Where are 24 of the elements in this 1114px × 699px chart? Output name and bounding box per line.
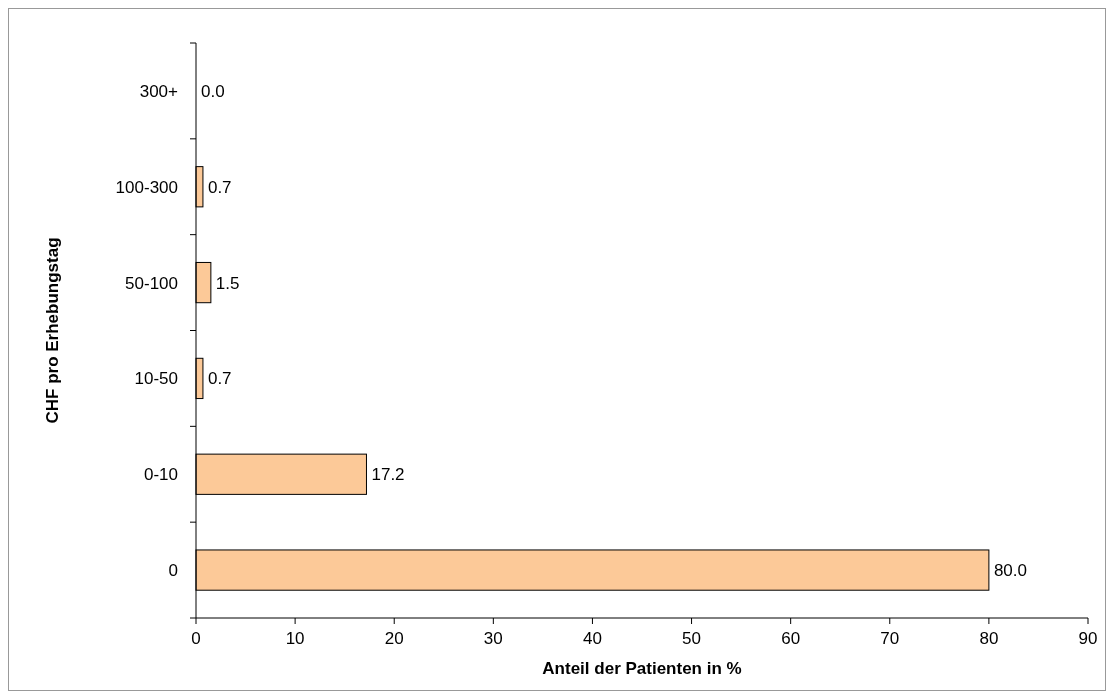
x-tick-label: 80	[979, 629, 999, 648]
data-label: 80.0	[993, 561, 1027, 581]
data-label: 0.7	[207, 369, 232, 389]
x-tick-label: 70	[880, 629, 900, 648]
data-label: 1.5	[215, 273, 240, 293]
x-tick-label: 20	[384, 629, 404, 648]
data-label: 0.0	[201, 81, 225, 101]
y-axis-title: CHF pro Erhebungstag	[43, 237, 62, 424]
y-tick-label: 300+	[139, 81, 179, 101]
y-tick-label: 100-300	[115, 177, 178, 197]
y-tick-label: 0	[168, 561, 178, 581]
y-tick-label: 50-100	[125, 273, 178, 293]
x-tick-label: 50	[682, 629, 702, 648]
data-label: 0.7	[207, 177, 232, 197]
x-tick-label: 30	[483, 629, 503, 648]
x-tick-label: 10	[285, 629, 305, 648]
x-tick-label: 90	[1078, 629, 1098, 648]
x-tick-label: 60	[781, 629, 801, 648]
data-label: 17.2	[371, 465, 405, 485]
y-tick-label: 10-50	[134, 369, 178, 389]
x-tick-label: 40	[582, 629, 602, 648]
x-axis-title: Anteil der Patienten in %	[542, 659, 742, 678]
y-tick-label: 0-10	[143, 465, 178, 485]
x-tick-label: 0	[191, 629, 201, 648]
